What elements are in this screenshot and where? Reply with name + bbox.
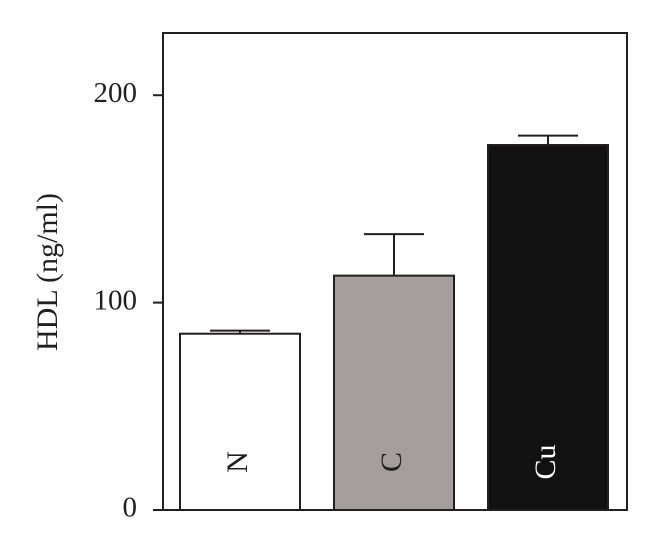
y-tick-label: 200 [94, 77, 138, 109]
bar [179, 332, 301, 511]
y-tick-label: 0 [123, 492, 138, 524]
y-tick-label: 100 [94, 284, 138, 316]
category-label: N [221, 451, 254, 473]
y-axis-label: HDL (ng/ml) [31, 193, 64, 351]
plot-frame [162, 32, 628, 511]
category-label: C [375, 452, 408, 472]
bar [333, 274, 455, 511]
category-label: Cu [529, 444, 562, 479]
